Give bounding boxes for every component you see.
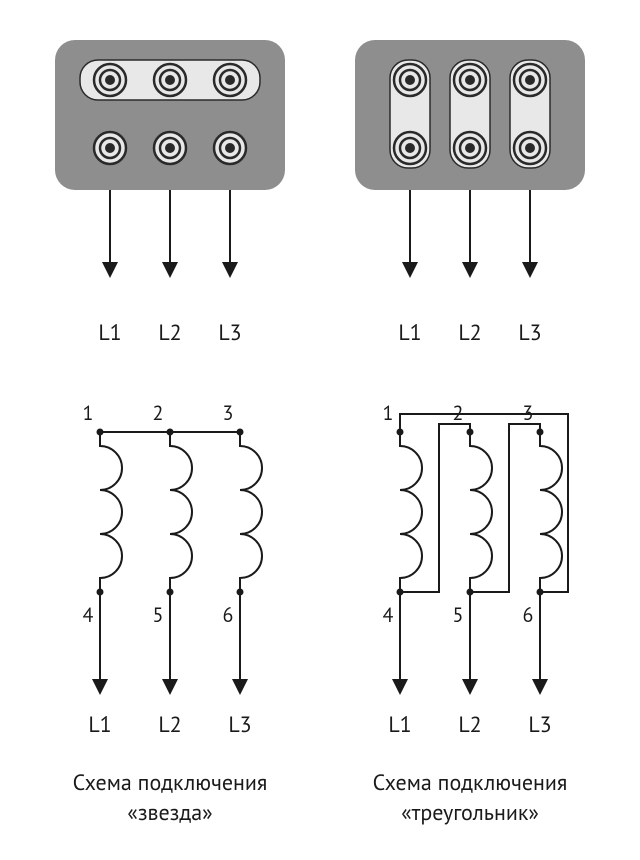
line-label: L1 xyxy=(88,711,111,739)
node-number: 1 xyxy=(83,400,94,426)
line-label: L3 xyxy=(518,319,541,347)
node-number: 4 xyxy=(383,602,394,628)
node-number: 5 xyxy=(453,602,464,628)
node-number: 4 xyxy=(83,602,94,628)
line-label: L2 xyxy=(158,711,181,739)
node-number: 1 xyxy=(383,400,394,426)
schematic-star: 1 2 3 4 L1 5 L2 6 L3 xyxy=(83,400,262,739)
caption-delta: «треугольник» xyxy=(401,799,539,827)
node-number: 6 xyxy=(223,602,234,628)
node-number: 3 xyxy=(223,400,234,426)
line-label: L1 xyxy=(98,319,121,347)
node-number: 6 xyxy=(523,602,534,628)
line-label: L1 xyxy=(388,711,411,739)
line-label: L3 xyxy=(228,711,251,739)
line-label: L2 xyxy=(458,711,481,739)
node-number: 2 xyxy=(153,400,164,426)
line-label: L3 xyxy=(528,711,551,739)
line-label: L2 xyxy=(458,319,481,347)
caption-star: Схема подключения xyxy=(73,769,268,797)
caption-star: «звезда» xyxy=(127,799,212,827)
line-label: L1 xyxy=(398,319,421,347)
line-label: L2 xyxy=(158,319,181,347)
terminal-box-star xyxy=(55,40,285,190)
terminal-box-delta xyxy=(355,40,585,190)
node-number: 5 xyxy=(153,602,164,628)
line-label: L3 xyxy=(218,319,241,347)
caption-delta: Схема подключения xyxy=(373,769,568,797)
schematic-delta: 1234L15L26L3 xyxy=(383,400,568,739)
